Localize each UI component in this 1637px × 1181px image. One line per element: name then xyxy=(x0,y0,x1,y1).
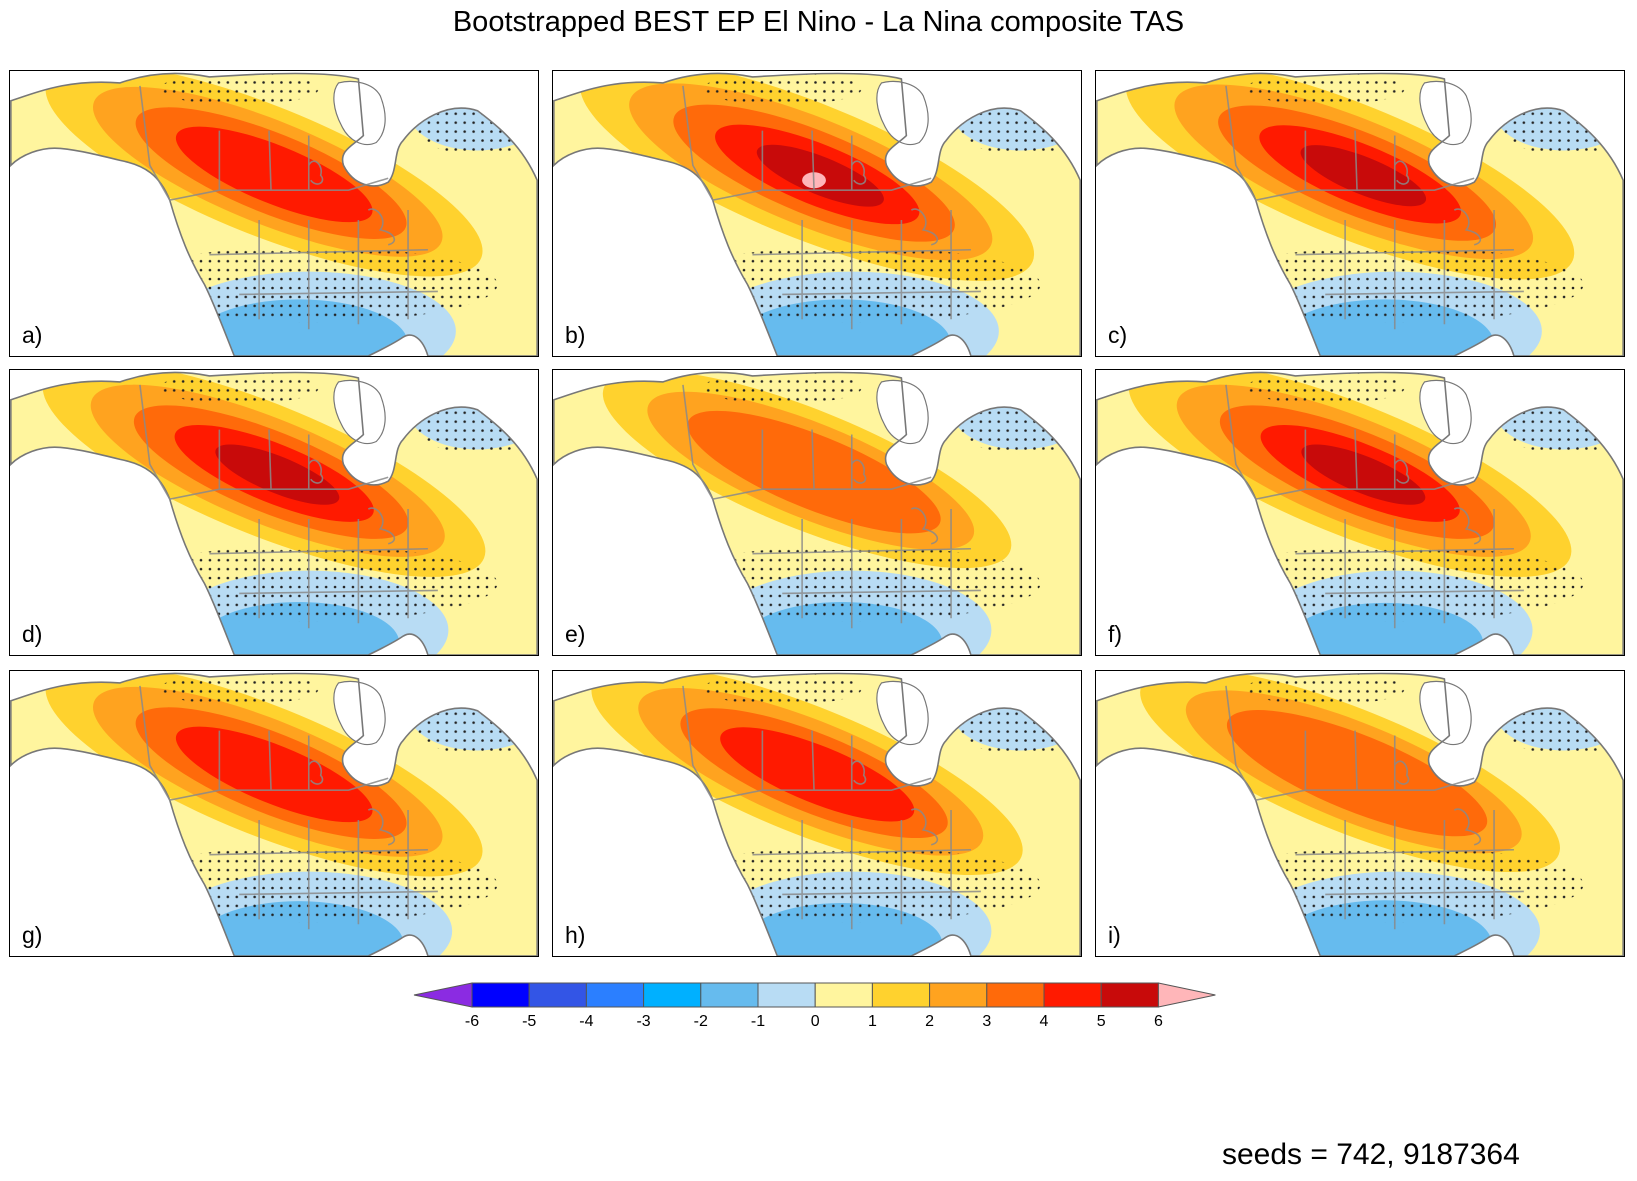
panel-label-e: e) xyxy=(565,621,586,647)
colorbar-tick: 5 xyxy=(1096,1013,1106,1030)
map-panel-a: a) xyxy=(9,70,539,357)
colorbar-tick: -2 xyxy=(693,1013,708,1030)
colorbar-tick: -5 xyxy=(522,1013,537,1030)
panel-label-h: h) xyxy=(565,922,586,948)
colorbar-tick: 0 xyxy=(810,1013,820,1030)
temperature-map-h xyxy=(553,672,1081,956)
temperature-map-g xyxy=(10,672,538,956)
panel-label-a: a) xyxy=(22,322,43,348)
temperature-map-d xyxy=(10,371,538,655)
panel-label-d: d) xyxy=(22,621,43,647)
temperature-map-e xyxy=(553,371,1081,655)
panel-label-g: g) xyxy=(22,922,43,948)
colorbar-tick: 6 xyxy=(1153,1013,1163,1030)
colorbar-tick: -1 xyxy=(750,1013,766,1030)
panel-label-b: b) xyxy=(565,322,586,348)
colorbar-tick: 4 xyxy=(1039,1013,1049,1030)
temperature-map-c xyxy=(1096,72,1624,356)
temperature-map-i xyxy=(1096,672,1624,956)
map-panel-c: c) xyxy=(1095,70,1625,357)
map-panel-b: b) xyxy=(552,70,1082,357)
figure-title: Bootstrapped BEST EP El Nino - La Nina c… xyxy=(452,6,1185,38)
colorbar-tick: 1 xyxy=(867,1013,877,1030)
temperature-map-b xyxy=(553,72,1081,356)
map-panel-i: i) xyxy=(1095,670,1625,957)
seeds-text: seeds = 742, 9187364 xyxy=(1222,1138,1520,1171)
colorbar-tick: -4 xyxy=(579,1013,594,1030)
map-panel-e: e) xyxy=(552,369,1082,656)
map-panel-g: g) xyxy=(9,670,539,957)
panel-label-f: f) xyxy=(1108,621,1123,647)
panel-label-c: c) xyxy=(1108,322,1128,348)
colorbar-tick: 3 xyxy=(982,1013,992,1030)
colorbar-tick: -6 xyxy=(464,1013,480,1030)
colorbar-tick: 2 xyxy=(925,1013,935,1030)
map-panel-f: f) xyxy=(1095,369,1625,656)
temperature-map-a xyxy=(10,72,538,356)
colorbar-tick: -3 xyxy=(636,1013,651,1030)
panel-label-i: i) xyxy=(1108,922,1121,948)
temperature-map-f xyxy=(1096,371,1624,655)
map-panel-h: h) xyxy=(552,670,1082,957)
map-panel-d: d) xyxy=(9,369,539,656)
